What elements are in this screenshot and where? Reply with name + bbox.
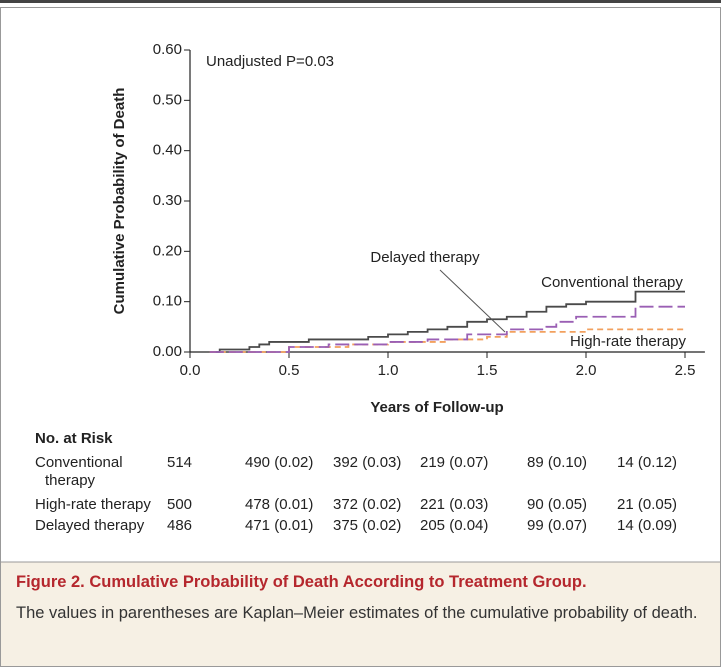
x-tick-label: 2.5 bbox=[675, 362, 696, 379]
x-axis-label: Years of Follow-up bbox=[370, 399, 503, 416]
y-tick-label: 0.30 bbox=[153, 192, 182, 209]
risk-cell: 490 (0.02) bbox=[245, 454, 314, 471]
x-tick-label: 2.0 bbox=[576, 362, 597, 379]
risk-cell: 14 (0.09) bbox=[617, 517, 678, 534]
risk-cell: 21 (0.05) bbox=[617, 496, 678, 513]
risk-cell: 500 bbox=[167, 496, 193, 513]
risk-row-label: Delayed therapy bbox=[35, 517, 145, 534]
series-line bbox=[209, 290, 685, 353]
series-line bbox=[209, 305, 685, 353]
caption-text: The values in parentheses are Kaplan–Mei… bbox=[16, 604, 698, 622]
y-axis-label: Cumulative Probability of Death bbox=[111, 88, 128, 315]
risk-row-label: Conventional therapy bbox=[35, 454, 123, 489]
caption-bg bbox=[1, 562, 720, 666]
y-tick-label: 0.10 bbox=[153, 293, 182, 310]
y-tick-label: 0.20 bbox=[153, 242, 182, 259]
risk-cell: 392 (0.03) bbox=[333, 454, 402, 471]
risk-cell: 372 (0.02) bbox=[333, 496, 402, 513]
caption-title: Cumulative Probability of Death Accordin… bbox=[89, 573, 587, 591]
leader-line bbox=[439, 269, 506, 333]
y-tick-label: 0.40 bbox=[153, 142, 182, 159]
series-label: Conventional therapy bbox=[541, 274, 683, 291]
risk-cell: 478 (0.01) bbox=[245, 496, 314, 513]
x-tick-label: 0.0 bbox=[180, 362, 201, 379]
risk-cell: 221 (0.03) bbox=[420, 496, 489, 513]
x-tick-label: 1.0 bbox=[378, 362, 399, 379]
risk-cell: 205 (0.04) bbox=[420, 517, 489, 534]
risk-cell: 375 (0.02) bbox=[333, 517, 402, 534]
risk-cell: 90 (0.05) bbox=[527, 496, 588, 513]
series-label: Delayed therapy bbox=[370, 249, 480, 266]
caption-label: Figure 2. bbox=[16, 573, 85, 591]
annotation: Unadjusted P=0.03 bbox=[206, 53, 334, 70]
y-tick-label: 0.50 bbox=[153, 91, 182, 108]
x-tick-label: 1.5 bbox=[477, 362, 498, 379]
risk-cell: 99 (0.07) bbox=[527, 517, 588, 534]
risk-cell: 219 (0.07) bbox=[420, 454, 489, 471]
risk-table-title: No. at Risk bbox=[35, 430, 113, 447]
y-tick-label: 0.00 bbox=[153, 343, 182, 360]
risk-cell: 89 (0.10) bbox=[527, 454, 588, 471]
y-tick-label: 0.60 bbox=[153, 41, 182, 58]
risk-cell: 514 bbox=[167, 454, 193, 471]
risk-cell: 486 bbox=[167, 517, 193, 534]
series-label: High-rate therapy bbox=[570, 333, 686, 350]
risk-cell: 471 (0.01) bbox=[245, 517, 314, 534]
series-line bbox=[209, 328, 685, 353]
caption: Figure 2. Cumulative Probability of Deat… bbox=[16, 570, 706, 626]
risk-cell: 14 (0.12) bbox=[617, 454, 678, 471]
x-tick-label: 0.5 bbox=[279, 362, 300, 379]
risk-row-label: High-rate therapy bbox=[35, 496, 151, 513]
top-rule bbox=[0, 0, 721, 3]
